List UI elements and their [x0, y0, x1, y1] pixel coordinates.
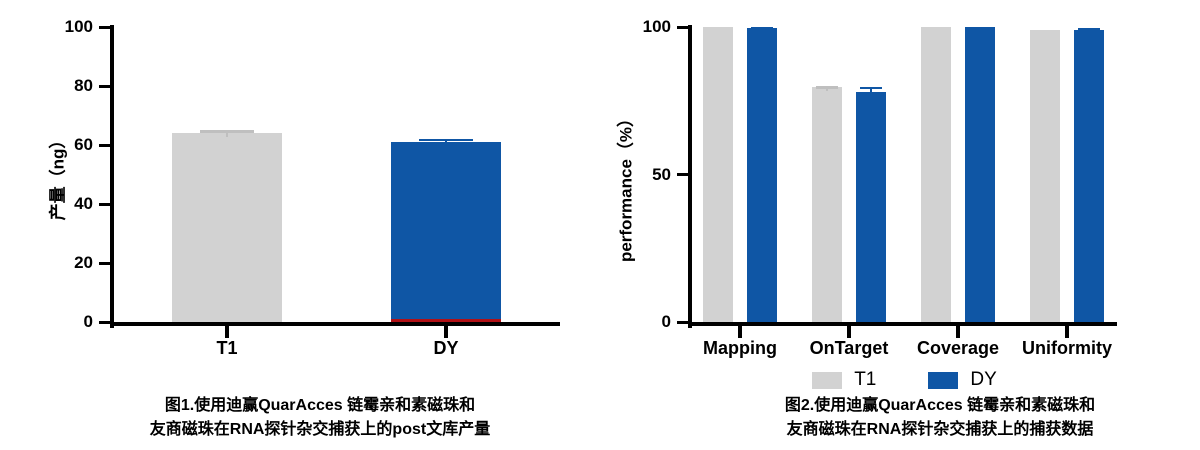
fig2-xtick-Coverage — [956, 326, 960, 338]
fig2-ytick-50 — [677, 173, 688, 176]
fig2-bar-DY-Uniformity — [1074, 29, 1104, 322]
fig1-ytick-20 — [99, 261, 110, 265]
fig2-xlabel-Uniformity: Uniformity — [1022, 338, 1112, 358]
fig2-caption-line2: 友商磁珠在RNA探针杂交捕获上的捕获数据 — [786, 421, 1094, 438]
fig2-ytick-100 — [677, 25, 688, 29]
fig2-bar-T1-Uniformity — [1030, 29, 1060, 322]
fig2-errorbar-cap-DY-Coverage — [969, 26, 991, 30]
fig1-ytick-label-40: 40 — [74, 194, 93, 213]
fig1-ytick-label-20: 20 — [74, 253, 93, 272]
fig1-baseline-marker-DY — [391, 319, 501, 322]
fig1-errorbar-cap-T1 — [200, 130, 254, 133]
fig1-ytick-60 — [99, 143, 110, 147]
fig1-xtick-T1 — [225, 326, 229, 338]
fig1-caption-line1: 图1.使用迪赢QuarAcces 链霉亲和素磁珠和 — [164, 397, 476, 414]
fig2-caption: 图2.使用迪赢QuarAcces 链霉亲和素磁珠和 友商磁珠在RNA探针杂交捕获… — [690, 394, 1190, 442]
fig1-ytick-label-60: 60 — [74, 135, 93, 154]
fig2-xtick-OnTarget — [847, 326, 851, 338]
fig1-x-axis — [110, 322, 560, 326]
fig2-errorbar-stem-DY-Uniformity — [1087, 28, 1091, 34]
fig1-errorbar-stem-T1 — [225, 130, 229, 138]
fig2-errorbar-cap-DY-Uniformity — [1078, 28, 1100, 31]
fig2-bar-T1-OnTarget — [812, 87, 842, 322]
fig2-y-axis — [688, 25, 692, 328]
fig1-xtick-DY — [444, 326, 448, 338]
fig1-errorbar-stem-DY — [444, 138, 448, 147]
fig2-xlabel-OnTarget: OnTarget — [809, 338, 889, 358]
fig2-legend-item-dy: DY — [928, 369, 997, 391]
dy-legend-label: DY — [970, 369, 997, 390]
fig1-xlabel-DY: DY — [433, 338, 459, 358]
fig2-errorbar-stem-T1-OnTarget — [825, 86, 829, 92]
fig1-bar-DY — [391, 142, 501, 322]
fig1-ytick-100 — [99, 25, 110, 29]
fig1-y-axis — [110, 25, 114, 328]
fig2-bar-DY-Coverage — [965, 27, 995, 322]
fig1-caption-line2: 友商磁珠在RNA探针杂交捕获上的post文库产量 — [149, 421, 491, 438]
fig2-bar-T1-Mapping — [703, 27, 733, 322]
fig2-bar-T1-Coverage — [921, 27, 951, 322]
fig2-errorbar-cap-DY-Mapping — [751, 26, 773, 30]
fig2-xlabel-Mapping: Mapping — [703, 338, 777, 358]
fig2-xlabel-Coverage: Coverage — [916, 338, 1000, 358]
fig1-errorbar-cap-DY — [419, 138, 473, 141]
fig2-caption-line1: 图2.使用迪赢QuarAcces 链霉亲和素磁珠和 — [784, 397, 1096, 414]
fig1-ytick-label-80: 80 — [74, 76, 93, 95]
fig1-ytick-label-0: 0 — [83, 312, 93, 331]
fig2-bar-DY-OnTarget — [856, 91, 886, 322]
fig1-ytick-label-100: 100 — [64, 17, 93, 36]
fig2-errorbar-cap-T1-OnTarget — [816, 86, 838, 89]
fig2-errorbar-stem-DY-OnTarget — [869, 86, 873, 96]
fig2-errorbar-cap-DY-OnTarget — [860, 86, 882, 90]
fig2-xtick-Uniformity — [1065, 326, 1069, 338]
fig2-x-axis — [688, 322, 1117, 326]
fig1-xlabel-T1: T1 — [216, 338, 238, 358]
fig1-caption: 图1.使用迪赢QuarAcces 链霉亲和素磁珠和 友商磁珠在RNA探针杂交捕获… — [70, 394, 570, 442]
fig2-legend: T1 DY — [692, 369, 1117, 391]
fig2-ytick-label-50: 50 — [652, 164, 671, 184]
fig2-xtick-Mapping — [738, 326, 742, 338]
t1-color-swatch — [812, 371, 843, 389]
dy-color-swatch — [928, 371, 959, 389]
fig1-ytick-0 — [99, 320, 110, 324]
fig2-legend-item-t1: T1 — [812, 369, 876, 391]
t1-legend-label: T1 — [854, 369, 877, 390]
fig2-ytick-0 — [677, 320, 688, 324]
fig2-ytick-label-0: 0 — [661, 312, 671, 331]
fig1-ytick-80 — [99, 84, 110, 88]
fig1-bar-T1 — [172, 133, 282, 322]
fig2-ytick-label-100: 100 — [642, 17, 671, 36]
fig2-bar-DY-Mapping — [747, 27, 777, 322]
fig1-ytick-40 — [99, 202, 110, 206]
